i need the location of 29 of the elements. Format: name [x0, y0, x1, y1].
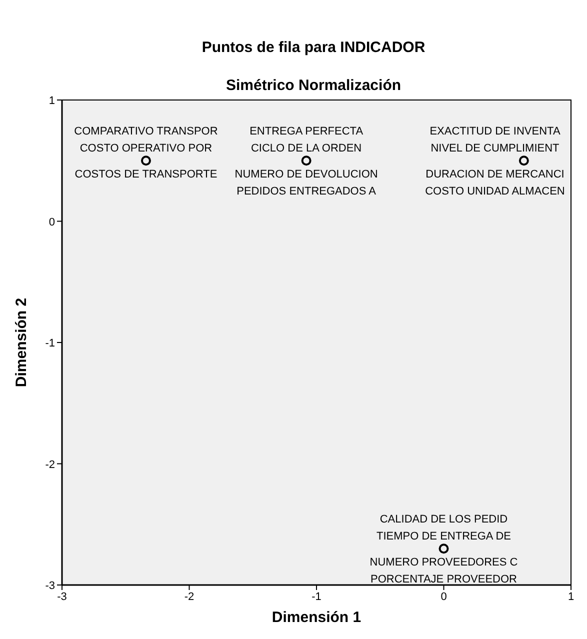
- annotation: CALIDAD DE LOS PEDID: [380, 514, 508, 526]
- annotation: COSTOS DE TRANSPORTE: [74, 168, 218, 181]
- y-tick-label: -2: [45, 458, 55, 471]
- y-tick-label: 0: [48, 216, 55, 228]
- y-tick-label: -1: [45, 338, 55, 350]
- annotation: ENTREGA PERFECTA: [250, 126, 364, 138]
- y-axis-title: Dimensión 2: [13, 298, 30, 388]
- annotation: EXACTITUD DE INVENTA: [430, 126, 561, 138]
- annotation: NUMERO PROVEEDORES C: [370, 556, 518, 569]
- chart-title: Puntos de fila para INDICADOR: [202, 39, 426, 56]
- chart-subtitle: Simétrico Normalización: [226, 77, 402, 94]
- annotation: NIVEL DE CUMPLIMIENT: [430, 142, 560, 155]
- x-tick-label: 1: [568, 591, 574, 603]
- annotation: COSTO UNIDAD ALMACEN: [425, 186, 565, 198]
- y-tick-label: 1: [48, 95, 55, 107]
- x-tick-label: -2: [184, 591, 194, 603]
- x-axis-title: Dimensión 1: [272, 609, 362, 626]
- annotation: PORCENTAJE PROVEEDOR: [370, 574, 518, 586]
- y-tick-label: -3: [45, 580, 55, 592]
- annotation: NUMERO DE DEVOLUCION: [234, 168, 378, 181]
- annotation: PEDIDOS ENTREGADOS A: [236, 186, 377, 198]
- annotation: CICLO DE LA ORDEN: [251, 142, 362, 155]
- annotation: DURACION DE MERCANCI: [426, 168, 564, 181]
- x-tick-label: -1: [312, 591, 322, 603]
- x-tick-label: -3: [57, 591, 67, 603]
- x-tick-label: 0: [440, 591, 447, 603]
- annotation: COSTO OPERATIVO POR: [80, 142, 212, 155]
- annotation: TIEMPO DE ENTREGA DE: [376, 530, 511, 543]
- annotation: COMPARATIVO TRANSPOR: [74, 126, 218, 138]
